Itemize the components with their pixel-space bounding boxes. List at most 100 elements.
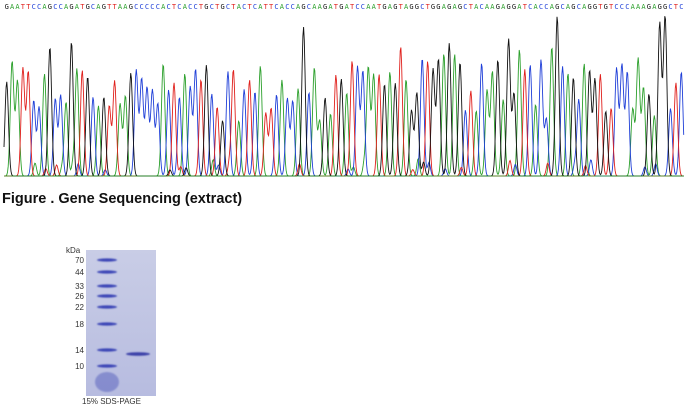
gel-footer-label: 15% SDS-PAGE: [82, 397, 141, 406]
base-call-letter: T: [80, 3, 85, 11]
base-call-letter: C: [53, 3, 57, 11]
base-call-letter: C: [539, 3, 543, 11]
base-call-letter: T: [426, 3, 431, 11]
base-call-letter: G: [436, 3, 440, 11]
base-call-letter: G: [5, 3, 9, 11]
base-call-letter: A: [517, 3, 522, 11]
base-call-letter: A: [183, 3, 188, 11]
base-call-letter: T: [334, 3, 339, 11]
base-call-letter: C: [253, 3, 257, 11]
base-call-letter: G: [415, 3, 419, 11]
base-call-letter: A: [237, 3, 242, 11]
base-call-letter: G: [555, 3, 559, 11]
base-call-letter: G: [458, 3, 462, 11]
base-call-letter: G: [604, 3, 608, 11]
base-call-letter: T: [377, 3, 382, 11]
base-call-letter: T: [112, 3, 117, 11]
base-call-letter: G: [506, 3, 510, 11]
base-call-letter: C: [463, 3, 467, 11]
base-call-letter: A: [345, 3, 350, 11]
marker-band: [97, 305, 117, 309]
base-call-letter: A: [631, 3, 636, 11]
base-call-letter: G: [593, 3, 597, 11]
base-call-letter: T: [269, 3, 274, 11]
base-call-letter: T: [469, 3, 474, 11]
base-call-letter: G: [129, 3, 133, 11]
base-call-letter: A: [582, 3, 587, 11]
base-call-letter: T: [609, 3, 614, 11]
base-call-letter: C: [679, 3, 683, 11]
base-call-letter: A: [566, 3, 571, 11]
base-call-letter: A: [42, 3, 47, 11]
base-call-letter: C: [177, 3, 181, 11]
base-call-letter: A: [388, 3, 393, 11]
base-call-letter: A: [161, 3, 166, 11]
base-call-letter: T: [399, 3, 404, 11]
base-call-letter: G: [512, 3, 516, 11]
base-call-letter: T: [26, 3, 31, 11]
base-call-letter: C: [285, 3, 289, 11]
base-call-letter: G: [431, 3, 435, 11]
base-call-letter: C: [242, 3, 246, 11]
base-call-letter: C: [134, 3, 138, 11]
base-call-letter: A: [258, 3, 263, 11]
marker-label: 70: [75, 256, 84, 265]
base-call-letter: T: [107, 3, 112, 11]
base-call-letter: C: [59, 3, 63, 11]
marker-label: 22: [75, 303, 84, 312]
base-call-letter: A: [312, 3, 317, 11]
base-call-letter: A: [328, 3, 333, 11]
base-call-letter: C: [577, 3, 581, 11]
base-call-letter: C: [150, 3, 154, 11]
base-call-letter: C: [91, 3, 95, 11]
base-call-letter: C: [614, 3, 618, 11]
base-call-letter: A: [442, 3, 447, 11]
base-call-letter: G: [301, 3, 305, 11]
base-call-letter: A: [641, 3, 646, 11]
base-call-letter: A: [123, 3, 128, 11]
base-call-letter: T: [523, 3, 528, 11]
base-call-letter: C: [226, 3, 230, 11]
marker-band: [97, 322, 117, 326]
base-call-letter: C: [274, 3, 278, 11]
base-call-letter: A: [452, 3, 457, 11]
base-call-letter: G: [587, 3, 591, 11]
base-call-letter: G: [571, 3, 575, 11]
base-call-letter: A: [485, 3, 490, 11]
marker-label: 44: [75, 268, 84, 277]
base-call-letter: G: [382, 3, 386, 11]
base-call-letter: T: [21, 3, 26, 11]
base-call-letter: A: [10, 3, 15, 11]
base-call-letter: C: [620, 3, 624, 11]
base-call-letter: G: [393, 3, 397, 11]
base-call-letter: C: [193, 3, 197, 11]
marker-band: [97, 258, 117, 262]
base-call-letter: C: [528, 3, 532, 11]
base-call-letter: T: [264, 3, 269, 11]
marker-band: [97, 284, 117, 288]
base-call-letter: A: [96, 3, 101, 11]
base-call-letter: C: [291, 3, 295, 11]
base-call-letter: C: [479, 3, 483, 11]
base-call-letter: C: [560, 3, 564, 11]
marker-label: 33: [75, 282, 84, 291]
base-call-letter: G: [86, 3, 90, 11]
base-call-letter: A: [15, 3, 20, 11]
marker-label: 10: [75, 362, 84, 371]
base-call-letter: A: [318, 3, 323, 11]
base-call-letter: G: [48, 3, 52, 11]
base-call-letter: A: [652, 3, 657, 11]
base-call-letter: T: [231, 3, 236, 11]
figure-caption: Figure . Gene Sequencing (extract): [2, 191, 243, 207]
marker-smear: [95, 372, 119, 392]
base-call-letter: A: [404, 3, 409, 11]
marker-label: 14: [75, 346, 84, 355]
base-call-letter: G: [447, 3, 451, 11]
base-call-letter: A: [490, 3, 495, 11]
base-call-letter: A: [636, 3, 641, 11]
base-call-letter: A: [533, 3, 538, 11]
base-call-letter: A: [501, 3, 506, 11]
